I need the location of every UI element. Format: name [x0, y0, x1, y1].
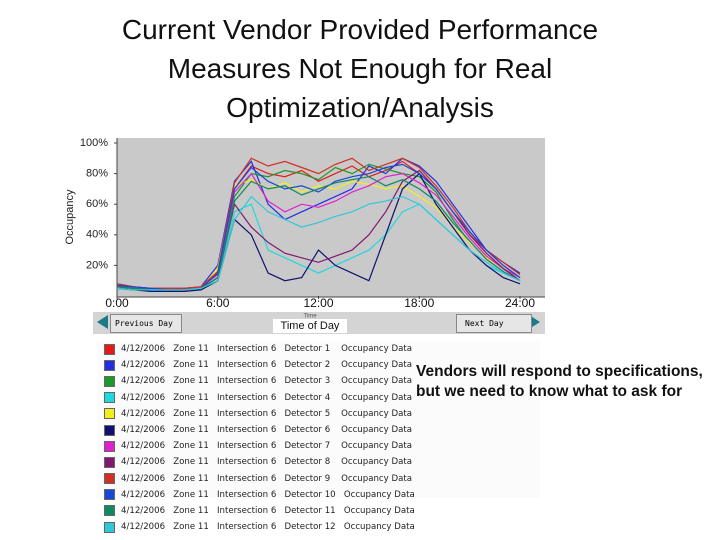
- legend-label: 4/12/2006 Zone 11 Intersection 6 Detecto…: [121, 408, 412, 419]
- x-tick-label: 6:00: [206, 296, 230, 310]
- legend-swatch[interactable]: [104, 375, 115, 387]
- series-line: [116, 172, 521, 292]
- legend-label: 4/12/2006 Zone 11 Intersection 6 Detecto…: [121, 505, 415, 516]
- legend-swatch[interactable]: [104, 489, 115, 501]
- x-axis-caption: Time: [303, 314, 317, 320]
- legend-swatch[interactable]: [104, 521, 115, 533]
- legend-swatch[interactable]: [104, 359, 115, 371]
- legend-row: 4/12/2006 Zone 11 Intersection 6 Detecto…: [97, 373, 540, 389]
- next-day-button[interactable]: Next Day: [456, 314, 532, 333]
- legend-row: 4/12/2006 Zone 11 Intersection 6 Detecto…: [97, 406, 540, 422]
- series-line: [116, 157, 521, 289]
- legend-label: 4/12/2006 Zone 11 Intersection 6 Detecto…: [121, 522, 415, 533]
- series-line: [116, 195, 521, 291]
- legend-row: 4/12/2006 Zone 11 Intersection 6 Detecto…: [97, 357, 540, 373]
- y-tick-label: 40%: [86, 229, 108, 241]
- legend: 4/12/2006 Zone 11 Intersection 6 Detecto…: [97, 341, 540, 533]
- legend-label: 4/12/2006 Zone 11 Intersection 6 Detecto…: [121, 489, 415, 500]
- legend-row: 4/12/2006 Zone 11 Intersection 6 Detecto…: [97, 487, 540, 503]
- x-label-box: [273, 319, 347, 333]
- y-tick-label: 100%: [80, 137, 108, 149]
- x-tick-label: 12:00: [303, 296, 333, 310]
- legend-swatch[interactable]: [104, 456, 115, 468]
- prev-arrow[interactable]: [97, 315, 108, 329]
- legend-label: 4/12/2006 Zone 11 Intersection 6 Detecto…: [121, 457, 412, 468]
- x-axis-label: Time of Day: [281, 320, 340, 332]
- legend-label: 4/12/2006 Zone 11 Intersection 6 Detecto…: [121, 473, 412, 484]
- y-axis-label: Occupancy: [64, 189, 76, 245]
- note: Vendors will respond to specifications, …: [416, 363, 703, 400]
- x-tick-label: 18:00: [404, 296, 434, 310]
- legend-row: 4/12/2006 Zone 11 Intersection 6 Detecto…: [97, 422, 540, 438]
- y-tick-label: 80%: [86, 168, 108, 180]
- y-tick-label: 60%: [86, 198, 108, 210]
- legend-label: 4/12/2006 Zone 11 Intersection 6 Detecto…: [121, 376, 412, 387]
- legend-swatch[interactable]: [104, 408, 115, 420]
- legend-row: 4/12/2006 Zone 11 Intersection 6 Detecto…: [97, 438, 540, 454]
- legend-label: 4/12/2006 Zone 11 Intersection 6 Detecto…: [121, 425, 412, 436]
- x-tick-label: 0:00: [105, 296, 129, 310]
- legend-row: 4/12/2006 Zone 11 Intersection 6 Detecto…: [97, 341, 540, 357]
- legend-swatch[interactable]: [104, 343, 115, 355]
- previous-day-button[interactable]: Previous Day: [110, 314, 182, 333]
- slide-title: Current Vendor Provided Performance Meas…: [121, 14, 599, 123]
- legend-label: 4/12/2006 Zone 11 Intersection 6 Detecto…: [121, 441, 412, 452]
- legend-label: 4/12/2006 Zone 11 Intersection 6 Detecto…: [121, 344, 412, 355]
- legend-row: 4/12/2006 Zone 11 Intersection 6 Detecto…: [97, 519, 540, 535]
- y-tick-label: 20%: [86, 259, 108, 271]
- x-tick-label: 24:00: [505, 296, 535, 310]
- legend-row: 4/12/2006 Zone 11 Intersection 6 Detecto…: [97, 471, 540, 487]
- legend-swatch[interactable]: [104, 440, 115, 452]
- legend-swatch[interactable]: [104, 505, 115, 517]
- legend-row: 4/12/2006 Zone 11 Intersection 6 Detecto…: [97, 503, 540, 519]
- legend-swatch[interactable]: [104, 424, 115, 436]
- legend-label: 4/12/2006 Zone 11 Intersection 6 Detecto…: [121, 360, 412, 371]
- legend-row: 4/12/2006 Zone 11 Intersection 6 Detecto…: [97, 390, 540, 406]
- legend-swatch[interactable]: [104, 392, 115, 404]
- legend-label: 4/12/2006 Zone 11 Intersection 6 Detecto…: [121, 392, 412, 403]
- legend-row: 4/12/2006 Zone 11 Intersection 6 Detecto…: [97, 454, 540, 470]
- legend-swatch[interactable]: [104, 473, 115, 485]
